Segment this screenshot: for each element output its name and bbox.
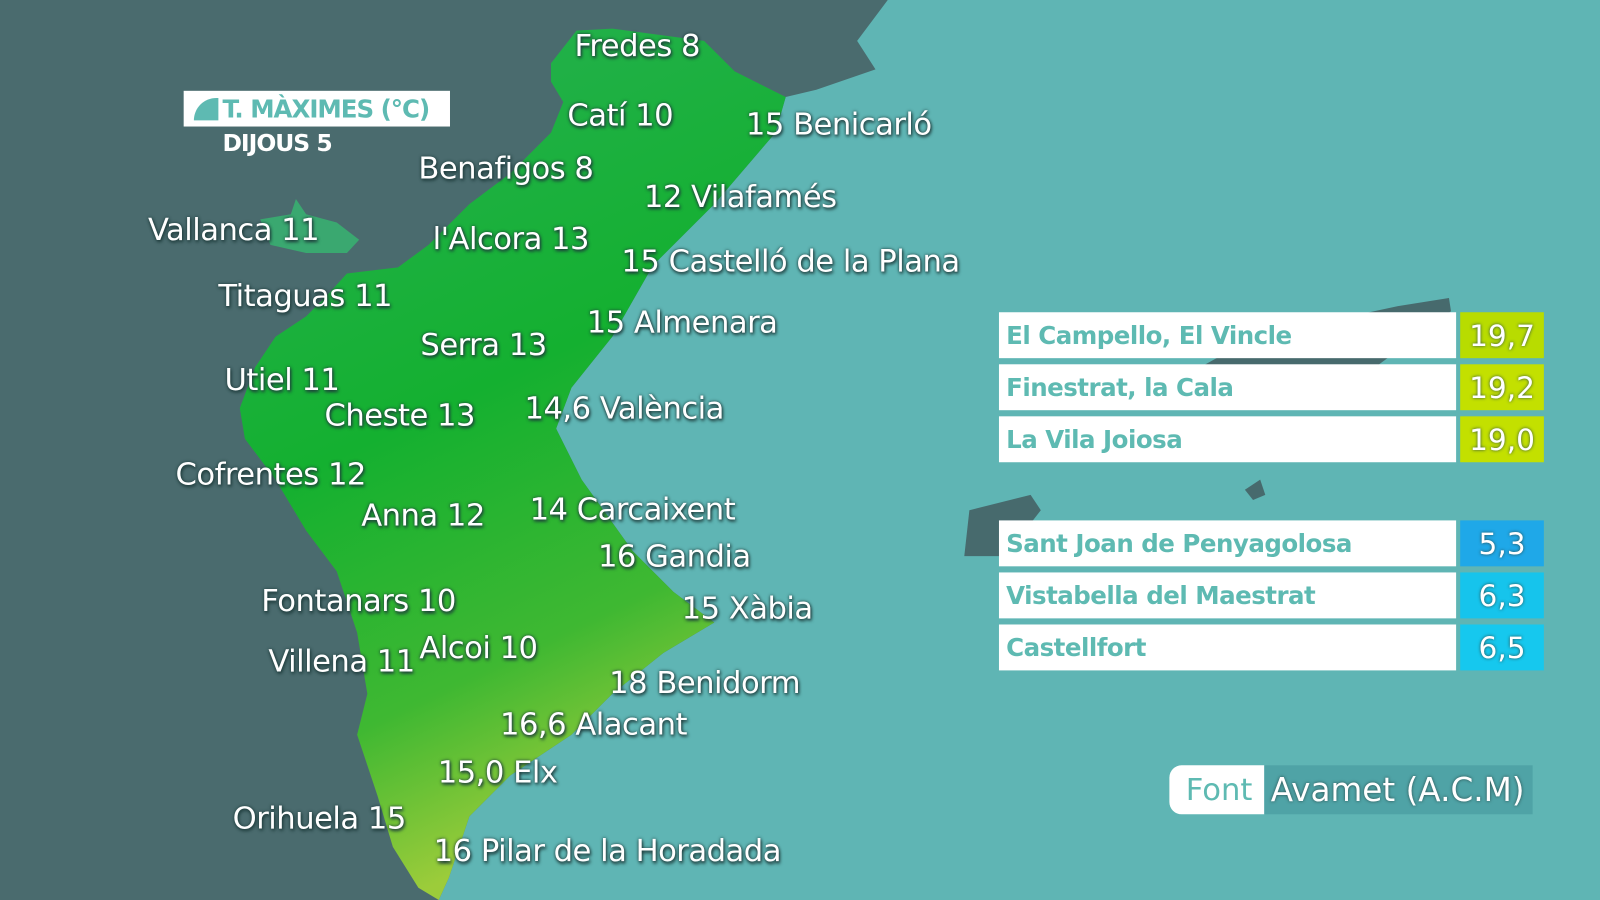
- city-label: Alcoi 10: [419, 630, 538, 667]
- city-label: Fredes 8: [574, 28, 700, 65]
- city-label: Vallanca 11: [147, 212, 320, 248]
- station-value: 6,3: [1460, 572, 1544, 619]
- city-label: Titaguas 11: [218, 278, 393, 315]
- city-label: 15,0 Elx: [437, 755, 558, 791]
- lowest-row: Vistabella del Maestrat 6,3: [998, 572, 1544, 619]
- logo-icon: [193, 97, 219, 120]
- city-label: 15 Almenara: [586, 305, 778, 341]
- city-label: 15 Xàbia: [681, 590, 814, 627]
- city-label: l'Alcora 13: [432, 221, 590, 258]
- station-name: Castellfort: [998, 624, 1457, 671]
- station-value: 5,3: [1460, 520, 1544, 567]
- city-label: 16 Pilar de la Horadada: [433, 833, 782, 870]
- station-name: El Campello, El Vincle: [998, 312, 1457, 359]
- city-label: Anna 12: [361, 497, 485, 534]
- city-label: Orihuela 15: [232, 801, 407, 837]
- highest-row: El Campello, El Vincle 19,7: [998, 312, 1544, 359]
- station-value: 19,7: [1460, 312, 1544, 359]
- city-label: Fontanars 10: [261, 583, 456, 620]
- station-value: 19,2: [1460, 364, 1544, 411]
- station-name: Finestrat, la Cala: [998, 364, 1457, 411]
- station-value: 19,0: [1460, 416, 1544, 463]
- source-badge: Font Avamet (A.C.M): [1169, 765, 1533, 815]
- highest-row: Finestrat, la Cala 19,2: [998, 364, 1544, 411]
- city-label: Cofrentes 12: [175, 457, 367, 493]
- source-value: Avamet (A.C.M): [1264, 765, 1533, 815]
- city-label: 15 Castelló de la Plana: [621, 243, 960, 280]
- station-name: La Vila Joiosa: [998, 416, 1457, 463]
- lowest-row: Castellfort 6,5: [998, 624, 1544, 671]
- station-name: Sant Joan de Penyagolosa: [998, 520, 1457, 567]
- rincon-de-ademuz: [260, 198, 360, 254]
- city-label: Catí 10: [567, 97, 674, 134]
- day-label: DIJOUS 5: [222, 130, 332, 158]
- city-label: 16 Gandia: [597, 538, 751, 575]
- highest-row: La Vila Joiosa 19,0: [998, 416, 1544, 463]
- city-label: 14,6 València: [524, 390, 724, 427]
- lowest-row: Sant Joan de Penyagolosa 5,3: [998, 520, 1544, 567]
- city-label: 14 Carcaixent: [529, 491, 736, 528]
- station-name: Vistabella del Maestrat: [998, 572, 1457, 619]
- city-label: Serra 13: [420, 327, 547, 364]
- city-label: 12 Vilafamés: [643, 179, 837, 216]
- title-box: T. MÀXIMES (°C): [183, 90, 450, 127]
- map-title: T. MÀXIMES (°C): [222, 94, 430, 123]
- valencian-community: [239, 28, 786, 900]
- city-label: Benafigos 8: [418, 151, 594, 187]
- city-label: Cheste 13: [324, 397, 475, 434]
- city-label: Utiel 11: [224, 362, 340, 398]
- city-label: 15 Benicarló: [745, 107, 932, 143]
- island-small: [1244, 479, 1266, 500]
- source-label: Font: [1169, 765, 1265, 815]
- city-label: Villena 11: [268, 643, 415, 680]
- city-label: 16,6 Alacant: [499, 707, 687, 743]
- station-value: 6,5: [1460, 624, 1544, 671]
- city-label: 18 Benidorm: [609, 665, 801, 702]
